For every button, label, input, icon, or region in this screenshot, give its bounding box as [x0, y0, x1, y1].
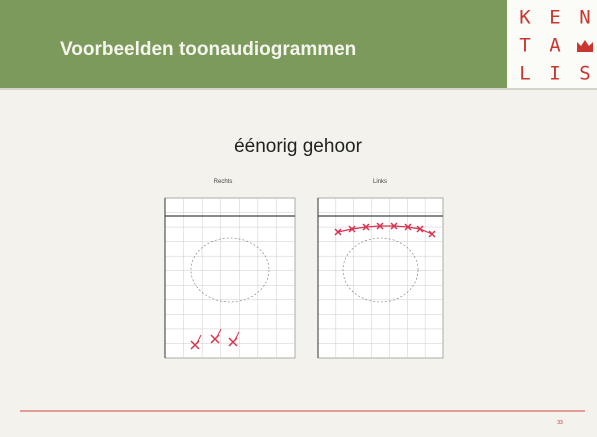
marker: [390, 222, 398, 230]
logo: K E N T A L I S: [519, 7, 593, 85]
marker-arrow: [234, 331, 240, 341]
logo-letter: E: [549, 7, 560, 29]
audiograms: [164, 197, 444, 359]
marker: [416, 225, 424, 233]
marker-arrow: [196, 334, 202, 344]
logo-letter: K: [519, 7, 531, 29]
audiogram-label: Rechts: [214, 179, 233, 185]
marker: [362, 223, 370, 231]
logo-letter: N: [579, 7, 590, 29]
slide-heading: éénorig gehoor: [234, 136, 362, 157]
marker: [334, 228, 342, 236]
logo-letter: T: [519, 35, 530, 57]
audiogram-frame: [164, 197, 296, 359]
marker: [428, 230, 436, 238]
header-title: Voorbeelden toonaudiogrammen: [60, 39, 356, 60]
logo-box: [507, 0, 597, 88]
audiogram-label: Links: [373, 179, 387, 185]
speech-banana: [342, 237, 419, 303]
marker-arrow: [216, 328, 222, 338]
logo-letter: I: [549, 63, 560, 85]
logo-letter: S: [579, 63, 590, 85]
marker: [348, 225, 356, 233]
header-band: [0, 0, 597, 88]
page-number: 33: [557, 420, 563, 426]
marker: [404, 223, 412, 231]
logo-letter: A: [549, 35, 561, 57]
marker: [376, 222, 384, 230]
audiogram-frame: [317, 197, 444, 359]
logo-letter: L: [519, 63, 530, 85]
logo-crown: [577, 40, 593, 52]
threshold-line: [337, 225, 433, 235]
speech-banana: [190, 237, 270, 303]
